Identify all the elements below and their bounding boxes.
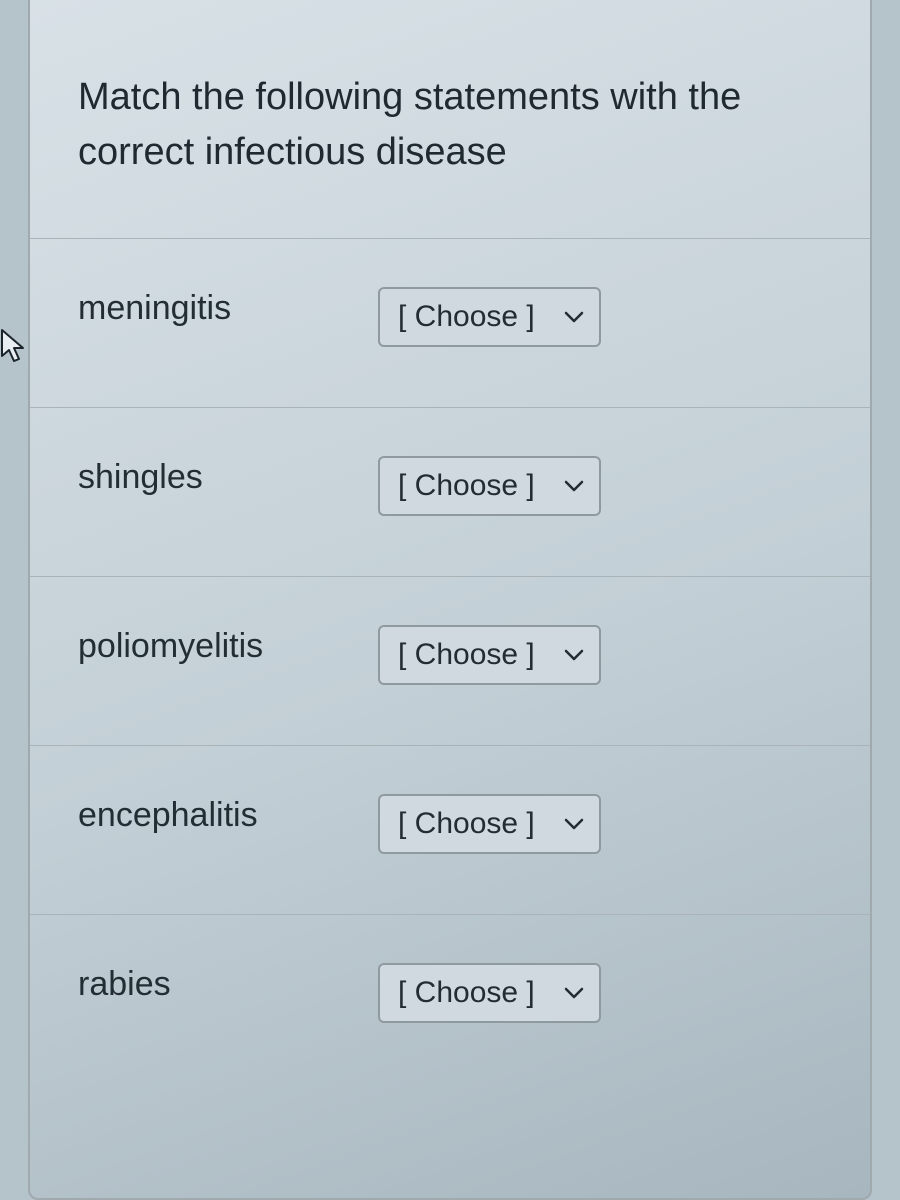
term-label: shingles <box>78 456 378 497</box>
question-prompt: Match the following statements with the … <box>30 0 870 239</box>
answer-select[interactable]: [ Choose ] <box>378 963 601 1023</box>
term-label: rabies <box>78 963 378 1004</box>
answer-select[interactable]: [ Choose ] <box>378 287 601 347</box>
select-placeholder: [ Choose ] <box>398 807 535 841</box>
match-row: encephalitis [ Choose ] <box>30 746 870 915</box>
question-card: Match the following statements with the … <box>28 0 872 1200</box>
select-placeholder: [ Choose ] <box>398 300 535 334</box>
select-placeholder: [ Choose ] <box>398 976 535 1010</box>
answer-select[interactable]: [ Choose ] <box>378 794 601 854</box>
match-row: rabies [ Choose ] <box>30 915 870 1083</box>
cursor-icon <box>0 328 26 364</box>
chevron-down-icon <box>563 306 585 328</box>
chevron-down-icon <box>563 644 585 666</box>
term-label: poliomyelitis <box>78 625 378 666</box>
chevron-down-icon <box>563 813 585 835</box>
term-label: meningitis <box>78 287 378 328</box>
answer-select[interactable]: [ Choose ] <box>378 625 601 685</box>
match-row: poliomyelitis [ Choose ] <box>30 577 870 746</box>
match-row: shingles [ Choose ] <box>30 408 870 577</box>
term-label: encephalitis <box>78 794 378 835</box>
select-placeholder: [ Choose ] <box>398 469 535 503</box>
chevron-down-icon <box>563 982 585 1004</box>
answer-select[interactable]: [ Choose ] <box>378 456 601 516</box>
select-placeholder: [ Choose ] <box>398 638 535 672</box>
match-row: meningitis [ Choose ] <box>30 239 870 408</box>
chevron-down-icon <box>563 475 585 497</box>
